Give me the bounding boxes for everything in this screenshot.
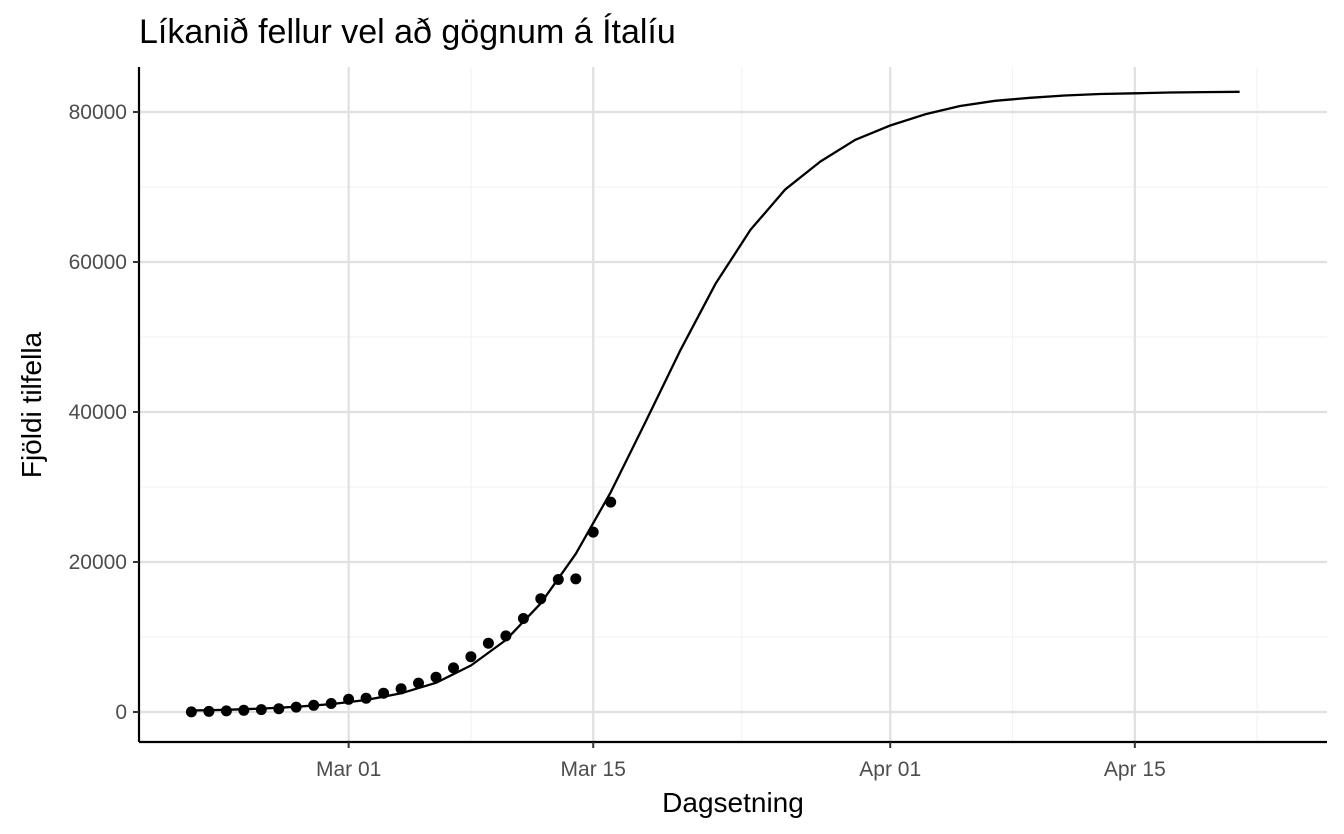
data-point	[255, 704, 267, 716]
data-point	[185, 706, 197, 718]
data-point	[448, 662, 459, 674]
data-point	[482, 637, 494, 649]
data-point	[413, 677, 424, 689]
data-point	[465, 651, 477, 663]
data-point	[378, 687, 390, 699]
y-tick-label: 20000	[69, 551, 127, 574]
data-point	[238, 704, 250, 716]
data-point	[587, 526, 599, 538]
data-point	[500, 630, 512, 642]
x-tick-label: Mar 01	[316, 758, 381, 781]
y-tick-label: 60000	[69, 251, 127, 274]
data-point	[552, 574, 564, 585]
data-point	[517, 613, 529, 624]
y-axis-title: Fjöldi tilfella	[16, 331, 47, 478]
data-point	[605, 496, 617, 508]
data-point	[220, 705, 232, 717]
x-tick-label: Apr 01	[859, 758, 921, 781]
data-point	[570, 573, 582, 585]
x-axis-title: Dagsetning	[662, 787, 804, 818]
data-point	[343, 693, 355, 705]
data-point	[290, 701, 302, 713]
chart-title: Líkanið fellur vel að gögnum á Ítalíu	[139, 13, 676, 51]
y-tick-label: 40000	[69, 401, 127, 424]
x-ticks: Mar 01 Mar 15 Apr 01 Apr 15	[316, 742, 1166, 781]
x-tick-label: Apr 15	[1104, 758, 1166, 781]
y-tick-label: 80000	[69, 101, 127, 124]
data-point	[273, 703, 285, 715]
data-point	[360, 692, 372, 704]
x-tick-label: Mar 15	[561, 758, 626, 781]
data-point	[203, 705, 215, 717]
data-point	[308, 699, 320, 711]
y-ticks: 0 20000 40000 60000 80000	[69, 101, 139, 724]
data-point	[395, 683, 407, 695]
data-point	[535, 593, 547, 605]
data-point	[430, 671, 442, 683]
plot-area	[185, 90, 1240, 718]
data-point	[325, 698, 337, 709]
grid	[139, 67, 1327, 742]
y-tick-label: 0	[115, 701, 127, 724]
axes	[137, 67, 1327, 744]
